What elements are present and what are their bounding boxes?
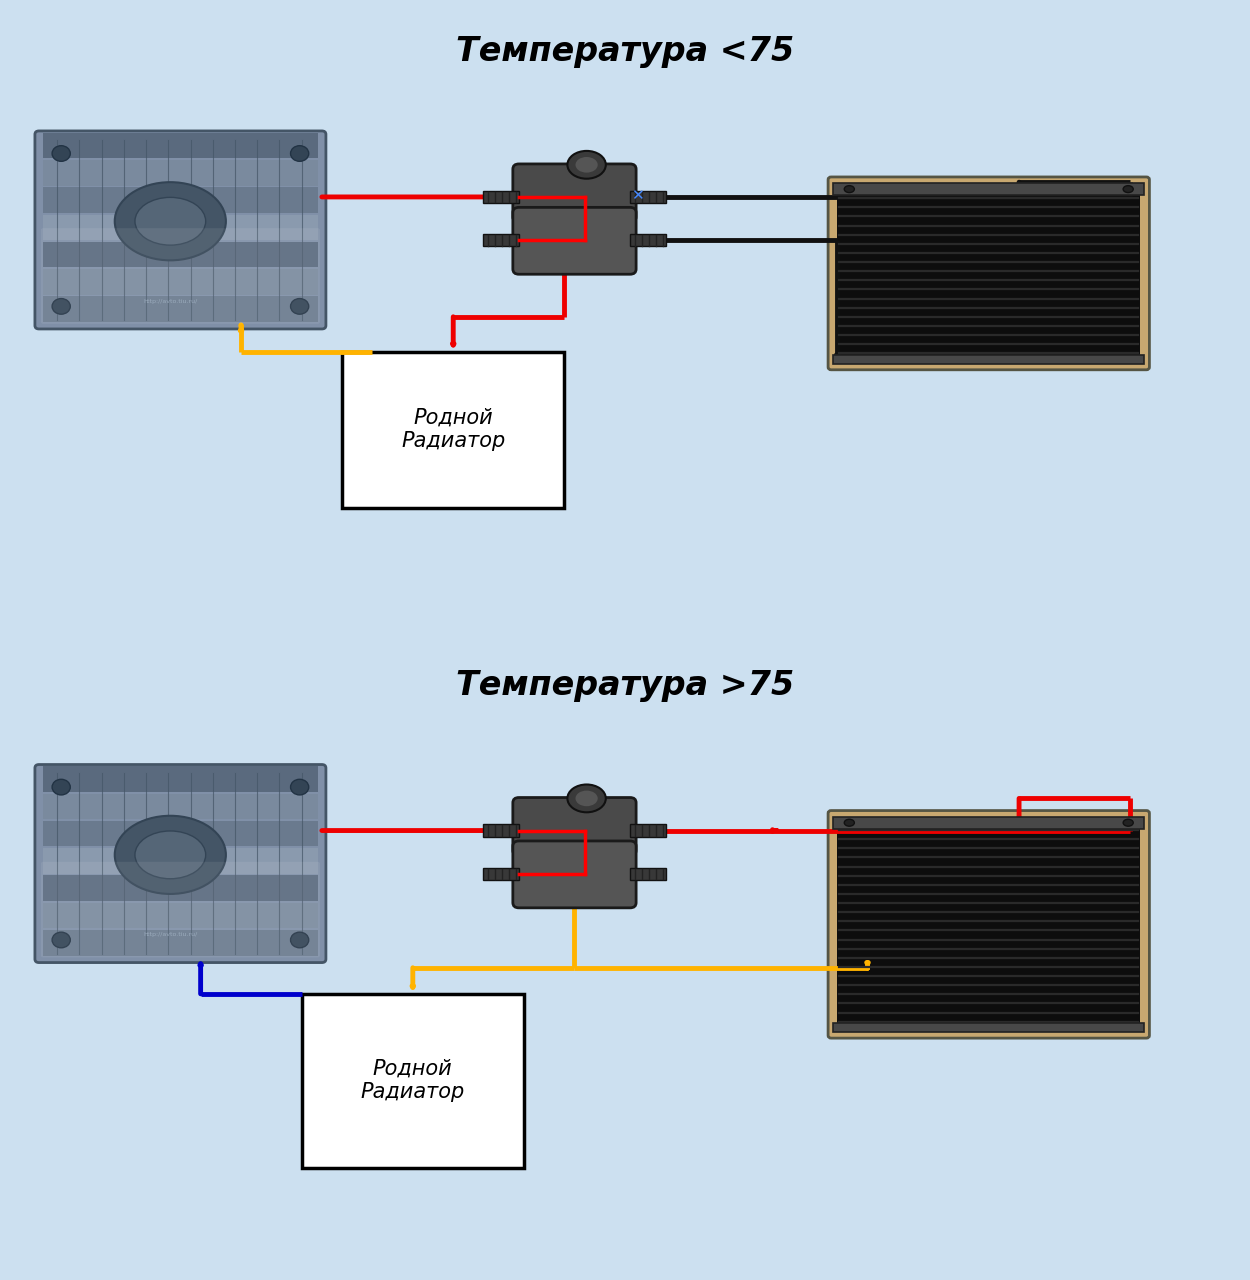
Ellipse shape — [575, 157, 598, 173]
FancyBboxPatch shape — [828, 177, 1150, 370]
Bar — [42, 242, 318, 268]
Ellipse shape — [135, 197, 206, 246]
Bar — [838, 820, 1140, 1029]
FancyBboxPatch shape — [512, 164, 636, 223]
Bar — [42, 133, 318, 159]
Bar — [42, 215, 318, 241]
Ellipse shape — [115, 815, 226, 893]
Bar — [838, 187, 1140, 360]
Bar — [482, 234, 519, 247]
Bar — [834, 183, 1144, 195]
FancyBboxPatch shape — [512, 797, 636, 856]
Ellipse shape — [568, 785, 606, 813]
Ellipse shape — [844, 819, 854, 826]
Bar — [482, 824, 519, 837]
Bar — [42, 767, 318, 792]
Ellipse shape — [844, 186, 854, 192]
Ellipse shape — [290, 780, 309, 795]
Bar — [42, 187, 318, 212]
Bar — [482, 868, 519, 881]
Ellipse shape — [1124, 819, 1134, 826]
Bar — [301, 993, 524, 1167]
Bar — [42, 931, 318, 956]
Bar — [834, 817, 1144, 829]
Bar — [630, 824, 666, 837]
FancyBboxPatch shape — [35, 764, 326, 963]
Ellipse shape — [1124, 186, 1134, 192]
Text: Родной
Радиатор: Родной Радиатор — [361, 1059, 465, 1102]
Text: http://avto.tiu.ru/: http://avto.tiu.ru/ — [144, 298, 198, 303]
Text: Температура >75: Температура >75 — [456, 669, 794, 701]
Text: Родной
Радиатор: Родной Радиатор — [401, 408, 505, 452]
Bar — [42, 160, 318, 186]
Ellipse shape — [290, 298, 309, 314]
Ellipse shape — [115, 182, 226, 260]
Ellipse shape — [52, 932, 70, 947]
FancyBboxPatch shape — [512, 841, 636, 908]
FancyBboxPatch shape — [512, 207, 636, 274]
Bar — [42, 902, 318, 928]
Bar — [630, 868, 666, 881]
Text: Температура <75: Температура <75 — [456, 36, 794, 68]
Ellipse shape — [568, 151, 606, 179]
Text: http://avto.tiu.ru/: http://avto.tiu.ru/ — [144, 932, 198, 937]
FancyBboxPatch shape — [35, 131, 326, 329]
Ellipse shape — [290, 146, 309, 161]
Ellipse shape — [52, 298, 70, 314]
Ellipse shape — [575, 791, 598, 806]
FancyBboxPatch shape — [41, 861, 320, 957]
Bar — [630, 234, 666, 247]
Bar — [482, 191, 519, 204]
Bar — [42, 849, 318, 874]
Bar — [630, 191, 666, 204]
Ellipse shape — [135, 831, 206, 879]
Bar — [42, 297, 318, 323]
Bar — [42, 269, 318, 294]
Ellipse shape — [52, 780, 70, 795]
Ellipse shape — [52, 146, 70, 161]
Bar — [42, 820, 318, 846]
Bar — [834, 355, 1144, 364]
Bar — [834, 1024, 1144, 1032]
FancyBboxPatch shape — [828, 810, 1150, 1038]
Bar — [42, 876, 318, 901]
Bar — [42, 794, 318, 819]
Text: ✕: ✕ — [631, 188, 644, 202]
FancyBboxPatch shape — [41, 228, 320, 324]
Ellipse shape — [290, 932, 309, 947]
Bar — [342, 352, 565, 508]
